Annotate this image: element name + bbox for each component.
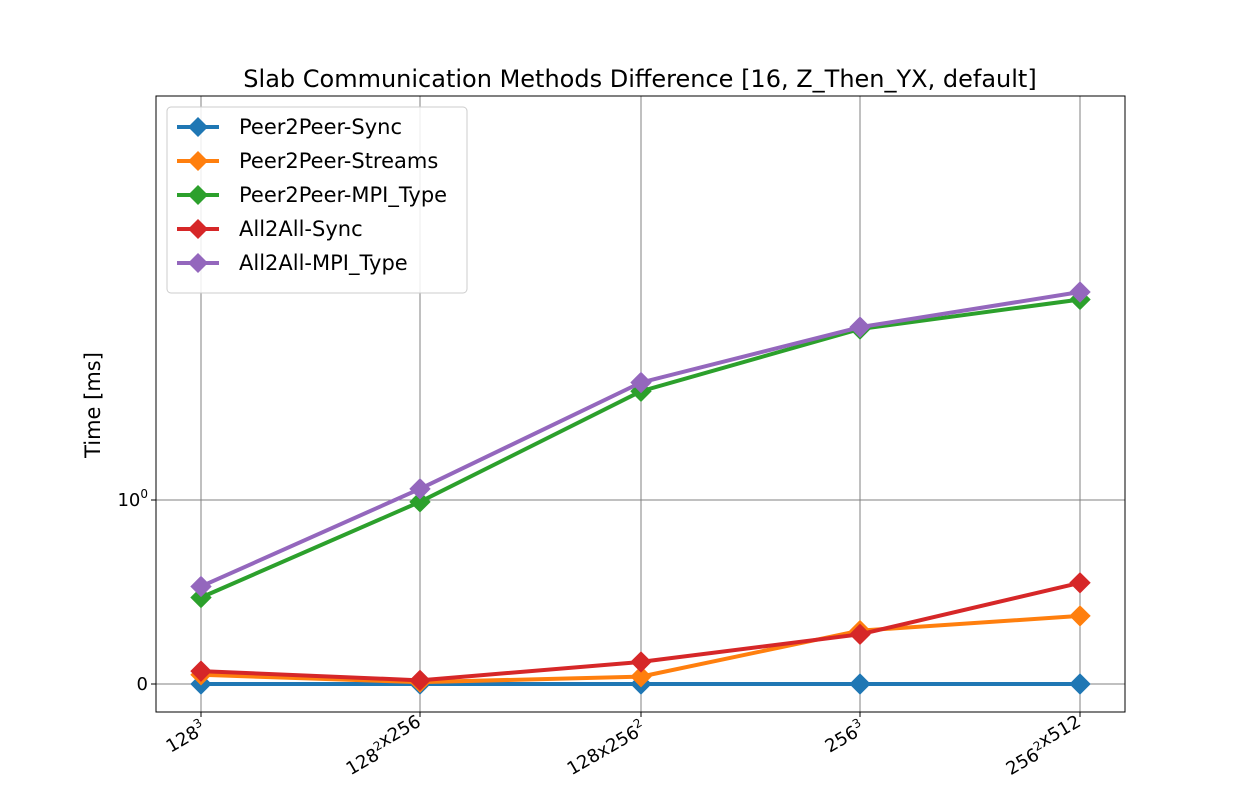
data-point [190, 586, 212, 609]
data-point [630, 371, 652, 394]
data-point [1069, 673, 1091, 695]
legend-item: All2All-Sync [177, 217, 363, 241]
data-point [849, 673, 871, 695]
legend-marker [188, 151, 208, 171]
legend-marker [188, 219, 208, 239]
data-point [409, 478, 431, 500]
data-point [849, 623, 871, 646]
series-group [190, 281, 1091, 695]
data-point [630, 665, 652, 688]
data-point [1069, 572, 1091, 594]
chart-title: Slab Communication Methods Difference [1… [243, 65, 1036, 93]
legend-label: All2All-Sync [239, 217, 363, 241]
legend: Peer2Peer-Sync Peer2Peer-Streams Peer2Peer… [166, 106, 468, 294]
legend-marker [188, 117, 208, 137]
data-point [1069, 281, 1091, 303]
data-point [409, 491, 431, 513]
legend-item: Peer2Peer-Sync [177, 115, 402, 139]
legend-item: All2All-MPI_Type [177, 251, 408, 276]
data-point [190, 660, 212, 682]
legend-marker [188, 253, 208, 273]
legend-label: Peer2Peer-Sync [239, 115, 402, 139]
data-point [1069, 605, 1091, 627]
legend-label: All2All-MPI_Type [239, 251, 408, 276]
series-all2all-sync [190, 572, 1091, 692]
y-tick-label: 100 [117, 487, 148, 511]
series-all2all-mpi-type [190, 281, 1091, 598]
legend-marker [188, 185, 208, 205]
legend-label: Peer2Peer-Streams [239, 149, 438, 173]
data-point [630, 651, 652, 673]
legend-box [166, 106, 468, 294]
y-axis-label: Time [ms] [81, 352, 105, 459]
data-point [849, 316, 871, 338]
legend-item: Peer2Peer-MPI_Type [177, 183, 447, 208]
y-tick-label: 0 [137, 674, 148, 695]
legend-label: Peer2Peer-MPI_Type [239, 183, 447, 208]
data-point [190, 575, 212, 598]
legend-item: Peer2Peer-Streams [177, 149, 438, 173]
data-point [409, 669, 431, 692]
